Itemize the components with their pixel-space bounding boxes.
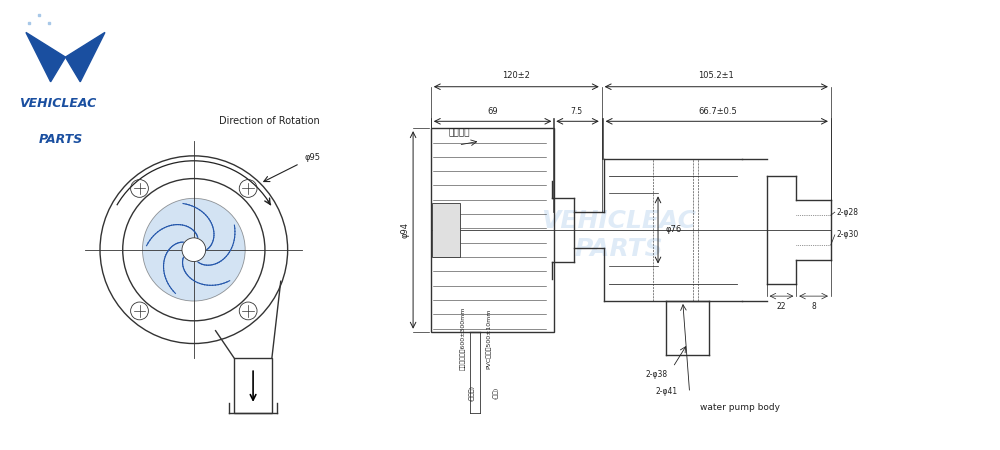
Text: VEHICLEAC: VEHICLEAC — [19, 97, 96, 110]
Text: 无刷电机: 无刷电机 — [449, 128, 470, 137]
Bar — [432, 203, 460, 257]
Text: Direction of Rotation: Direction of Rotation — [219, 116, 319, 126]
Bar — [431, 128, 554, 332]
Text: PARTS: PARTS — [39, 133, 83, 146]
Bar — [234, 358, 272, 413]
Text: VEHICLEAC
PARTS: VEHICLEAC PARTS — [541, 209, 696, 261]
Text: 2-φ30: 2-φ30 — [837, 230, 859, 239]
Text: 8: 8 — [811, 302, 816, 311]
Text: water pump body: water pump body — [700, 403, 780, 412]
Text: 69: 69 — [487, 108, 498, 117]
Text: φ94: φ94 — [401, 222, 410, 238]
Text: φ95: φ95 — [305, 153, 321, 162]
Text: φ76: φ76 — [666, 225, 682, 234]
Text: (黑色): (黑色) — [493, 387, 499, 399]
Polygon shape — [65, 32, 105, 82]
Text: 2-φ28: 2-φ28 — [837, 207, 859, 216]
Polygon shape — [26, 32, 65, 82]
Circle shape — [142, 198, 245, 301]
Text: 105.2±1: 105.2±1 — [698, 71, 734, 80]
Text: 120±2: 120±2 — [502, 71, 530, 80]
Text: 7.5: 7.5 — [570, 108, 582, 117]
Text: 22: 22 — [777, 302, 786, 311]
Text: 2-φ38: 2-φ38 — [646, 370, 668, 379]
Text: PVC套管：500±10mm: PVC套管：500±10mm — [485, 308, 491, 369]
Text: 引出线长度：600±300mm: 引出线长度：600±300mm — [460, 307, 465, 370]
Text: 2-φ41: 2-φ41 — [656, 387, 678, 396]
Text: (红、蓝): (红、蓝) — [469, 385, 474, 401]
Text: 66.7±0.5: 66.7±0.5 — [698, 108, 737, 117]
Circle shape — [182, 238, 206, 261]
